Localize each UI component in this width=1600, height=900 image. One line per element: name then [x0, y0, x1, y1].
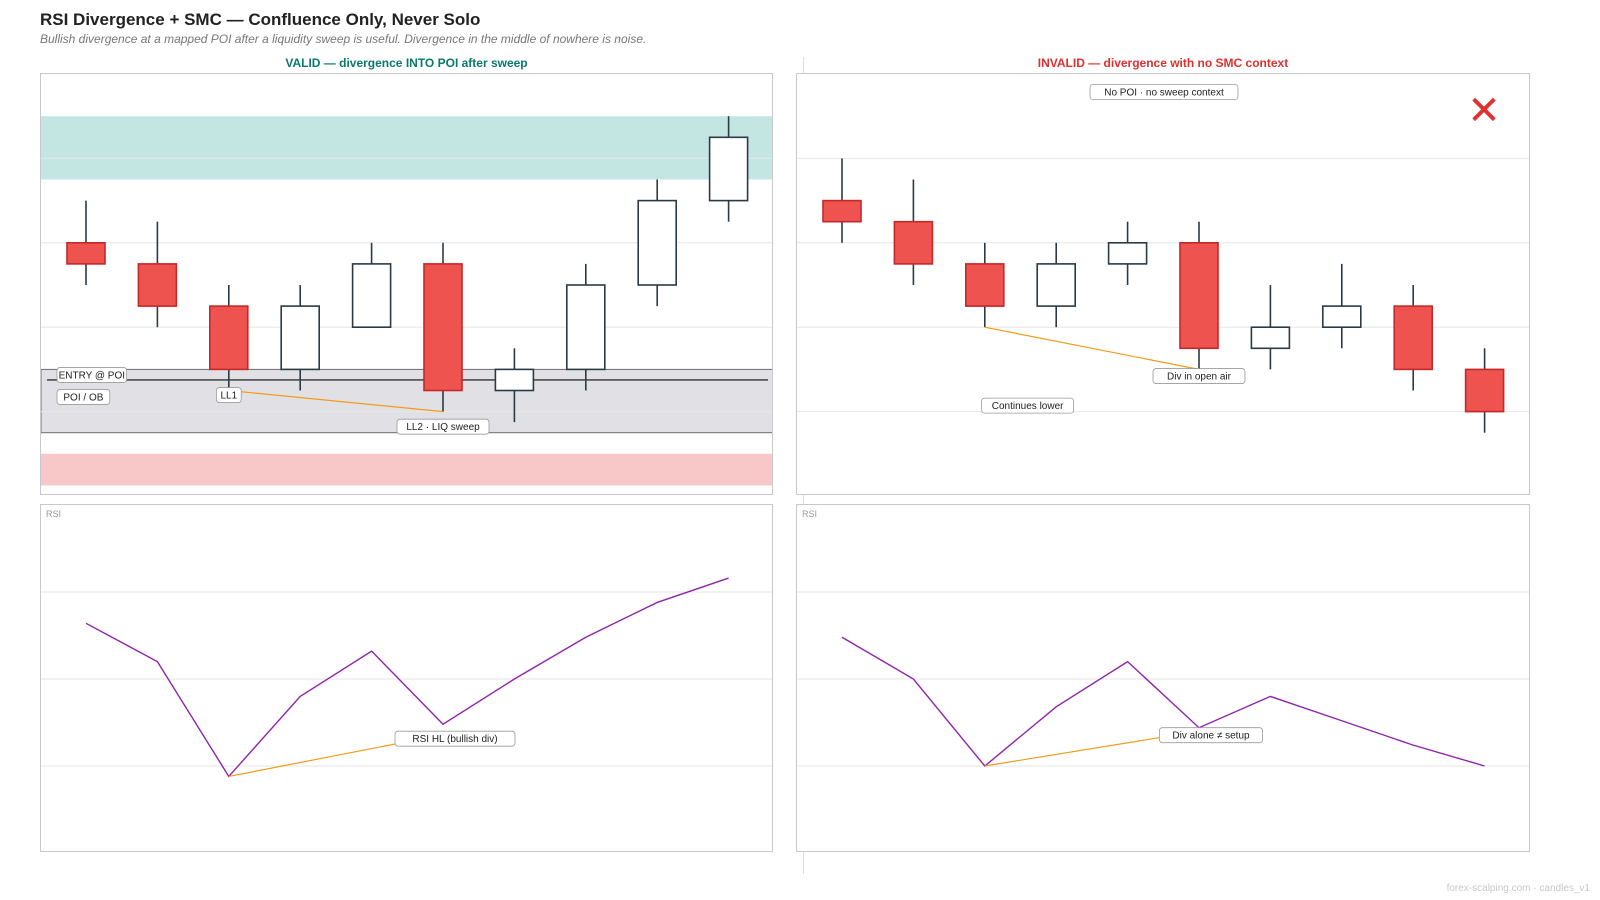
- footer-site: forex-scalping.com: [1446, 883, 1531, 894]
- rsi-divergence-label: Div alone ≠ setup: [1158, 727, 1263, 744]
- rsi-axis-label: RSI: [802, 509, 817, 519]
- bearish-candle: [965, 263, 1005, 307]
- bearish-candle: [822, 199, 862, 223]
- bearish-candle: [137, 263, 178, 307]
- valid-rsi-chart: RSI RSI HL (bullish div): [41, 509, 772, 778]
- poi-label: POI / OB: [56, 389, 111, 405]
- page-title: RSI Divergence + SMC — Confluence Only, …: [40, 10, 481, 29]
- ll2-liq-sweep-label: LL2 · LIQ sweep: [396, 418, 490, 435]
- ll2-liq-sweep-label-text: LL2 · LIQ sweep: [406, 422, 480, 433]
- bullish-candle: [637, 199, 678, 286]
- rsi-line: [85, 577, 729, 778]
- bullish-candle: [1107, 242, 1148, 265]
- valid-panel-title: VALID — divergence INTO POI after sweep: [285, 56, 528, 70]
- no-context-label: No POI · no sweep context: [1089, 84, 1239, 100]
- bearish-candle: [423, 263, 463, 392]
- bullish-candle: [1036, 263, 1076, 307]
- bullish-candle: [1321, 305, 1362, 329]
- poi-label-box: [56, 389, 111, 405]
- bullish-candle: [494, 368, 535, 392]
- price-divergence-line: [228, 389, 444, 413]
- bearish-candle: [1179, 242, 1219, 350]
- div-in-open-air-label-text: Div in open air: [1167, 372, 1232, 383]
- bullish-candle: [351, 263, 392, 328]
- page-subtitle: Bullish divergence at a mapped POI after…: [40, 32, 647, 46]
- bullish-candle: [708, 136, 749, 202]
- continues-lower-label-box: [981, 397, 1075, 414]
- price-divergence-line: [984, 326, 1200, 370]
- rsi-divergence-label-box: [1158, 727, 1263, 744]
- ll1-label: LL1: [215, 387, 242, 403]
- bearish-candle: [209, 305, 249, 371]
- entry-label-box: [56, 367, 127, 383]
- rsi-line: [841, 636, 1485, 767]
- footer-separator: ·: [1533, 883, 1537, 894]
- footer-tag: candles_v1: [1539, 883, 1590, 894]
- entry-label-text: ENTRY @ POI: [59, 370, 125, 381]
- invalid-price-panel: Div in open air Continues lower No POI · n…: [796, 73, 1530, 495]
- rsi-axis-label: RSI: [46, 509, 61, 519]
- rsi-divergence-label: RSI HL (bullish div): [394, 730, 516, 747]
- bullish-candle: [280, 305, 320, 371]
- invalid-price-chart: Div in open air Continues lower No POI · n…: [797, 84, 1529, 433]
- ll1-label-box: [215, 387, 242, 403]
- demand-zone: [41, 453, 772, 486]
- rsi-divergence-label-box: [394, 730, 516, 747]
- div-in-open-air-label-box: [1152, 368, 1246, 384]
- bearish-candle: [1464, 368, 1505, 413]
- bearish-candle: [66, 242, 106, 265]
- footer-watermark: forex-scalping.com · candles_v1: [1447, 883, 1590, 894]
- bearish-candle: [1393, 305, 1434, 371]
- bullish-candle: [565, 284, 606, 371]
- ll2-liq-sweep-label-box: [396, 418, 490, 435]
- no-context-label-text: No POI · no sweep context: [1104, 88, 1224, 99]
- div-in-open-air-label: Div in open air: [1152, 368, 1246, 384]
- supply-zone: [41, 116, 772, 180]
- rsi-divergence-label-text: Div alone ≠ setup: [1172, 731, 1250, 742]
- entry-label: ENTRY @ POI: [56, 367, 127, 383]
- continues-lower-label: Continues lower: [981, 397, 1075, 414]
- bullish-candle: [1250, 326, 1291, 350]
- invalid-panel-title: INVALID — divergence with no SMC context: [1037, 56, 1289, 70]
- invalid-rsi-panel: RSI Div alone ≠ setup: [796, 504, 1530, 852]
- valid-rsi-panel: RSI RSI HL (bullish div): [40, 504, 773, 852]
- bearish-candle: [893, 220, 934, 265]
- continues-lower-label-text: Continues lower: [992, 401, 1064, 412]
- valid-price-panel: ENTRY @ POI POI / OB LL1 LL2 · LIQ sweep: [40, 73, 773, 495]
- invalid-cross-icon: ✕: [1467, 88, 1501, 134]
- ll1-label-text: LL1: [220, 391, 237, 402]
- rsi-divergence-label-text: RSI HL (bullish div): [412, 734, 497, 745]
- invalid-rsi-chart: RSI Div alone ≠ setup: [797, 509, 1529, 767]
- valid-price-chart: ENTRY @ POI POI / OB LL1 LL2 · LIQ sweep: [41, 116, 772, 486]
- no-context-label-box: [1089, 84, 1239, 100]
- poi-label-text: POI / OB: [63, 392, 103, 403]
